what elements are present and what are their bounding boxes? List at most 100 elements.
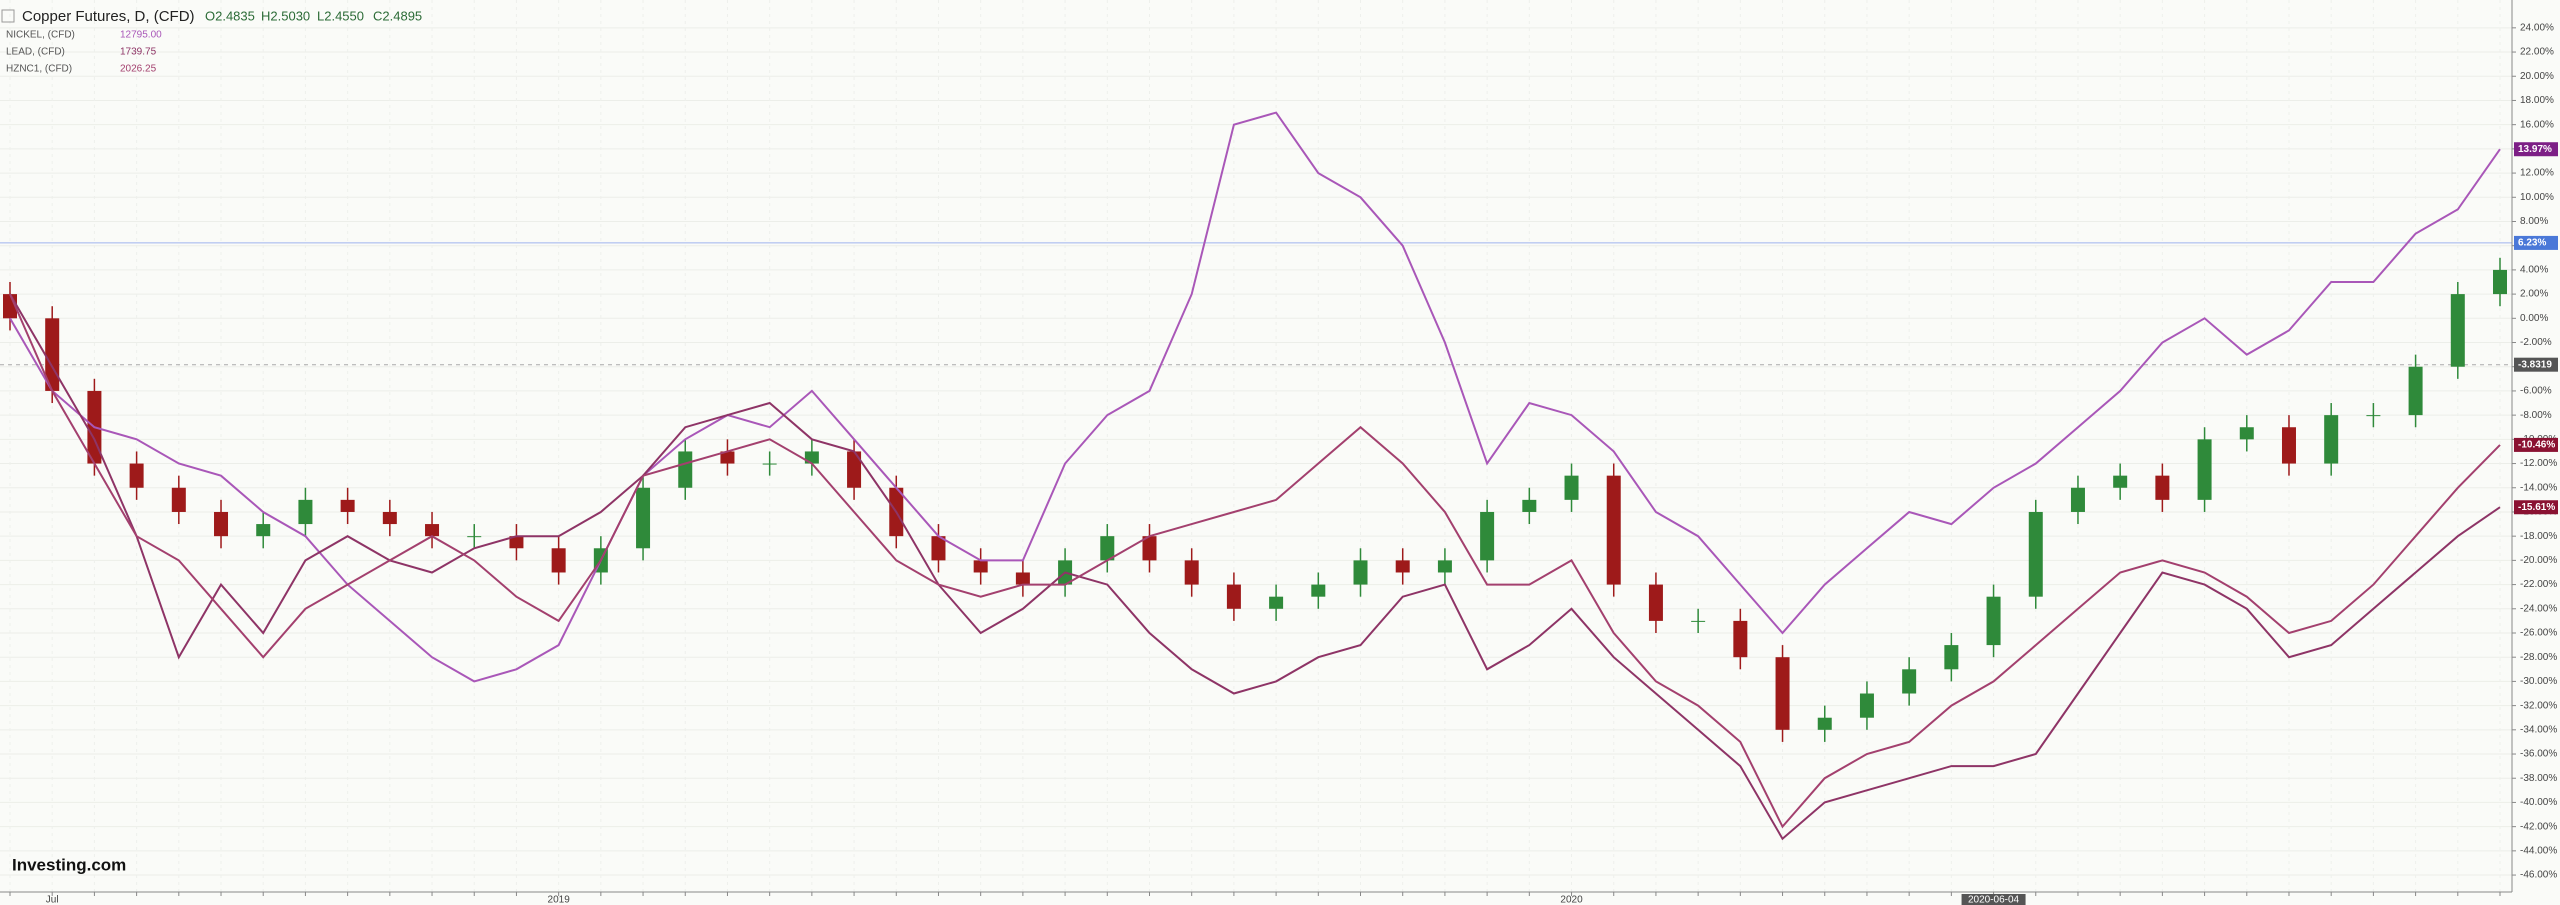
- y-tick-label: -34.00%: [2520, 724, 2557, 735]
- y-tick-label: -46.00%: [2520, 870, 2557, 881]
- candle-body: [1269, 596, 1284, 609]
- candle-body: [2450, 294, 2465, 367]
- y-tick-label: -22.00%: [2520, 579, 2557, 590]
- candle-body: [1775, 657, 1790, 730]
- candle-body: [340, 499, 355, 512]
- y-tick-label: 10.00%: [2520, 192, 2554, 203]
- series-line: [9, 293, 2501, 841]
- quote-value: L2.4550: [317, 8, 364, 23]
- x-tick-label: 2019: [548, 895, 571, 905]
- legend-label: LEAD, (CFD): [6, 47, 65, 58]
- y-tick-label: -42.00%: [2520, 821, 2557, 832]
- candle-body: [2324, 415, 2339, 464]
- candle-body: [425, 524, 440, 537]
- y-tick-label: -28.00%: [2520, 652, 2557, 663]
- legend-value: 2026.25: [120, 64, 157, 75]
- price-badge: [2514, 500, 2558, 515]
- x-tick-label: 2020: [1560, 895, 1583, 905]
- price-badge: [2514, 437, 2558, 452]
- y-tick-label: -8.00%: [2520, 410, 2552, 421]
- candle-body: [1100, 536, 1115, 561]
- y-tick-label: 12.00%: [2520, 168, 2554, 179]
- candle-body: [2366, 415, 2381, 417]
- candle-body: [551, 548, 566, 573]
- candle-body: [762, 463, 777, 465]
- x-tick-label: Jul: [46, 895, 59, 905]
- y-tick-label: -44.00%: [2520, 845, 2557, 856]
- legend-label: HZNC1, (CFD): [6, 64, 72, 75]
- candle-body: [1437, 560, 1452, 573]
- collapse-icon[interactable]: [1, 9, 15, 23]
- candle-body: [1691, 620, 1706, 622]
- y-tick-label: 0.00%: [2520, 313, 2548, 324]
- legend-label: NICKEL, (CFD): [6, 30, 75, 41]
- y-tick-label: -38.00%: [2520, 773, 2557, 784]
- candle-body: [2070, 487, 2085, 512]
- y-tick-label: 18.00%: [2520, 95, 2554, 106]
- price-badge-label: 6.23%: [2518, 238, 2546, 249]
- candle-body: [2281, 427, 2296, 464]
- y-tick-label: 20.00%: [2520, 71, 2554, 82]
- price-badge-label: -10.46%: [2518, 440, 2555, 451]
- candle-body: [1142, 536, 1157, 561]
- y-tick-label: 4.00%: [2520, 265, 2548, 276]
- price-badge-label: -15.61%: [2518, 502, 2555, 513]
- candle-body: [1226, 584, 1241, 609]
- candle-body: [509, 536, 524, 549]
- y-tick-label: -18.00%: [2520, 531, 2557, 542]
- y-tick-label: -26.00%: [2520, 628, 2557, 639]
- candle-body: [931, 536, 946, 561]
- candle-body: [1986, 596, 2001, 646]
- legend-value: 1739.75: [120, 47, 157, 58]
- y-tick-label: -20.00%: [2520, 555, 2557, 566]
- x-tick-label: 2020-06-04: [1968, 895, 2020, 905]
- candle-body: [1480, 511, 1495, 561]
- candle-body: [1522, 499, 1537, 512]
- plot: [3, 111, 2507, 841]
- quote-value: O2.4835: [205, 8, 255, 23]
- candle-body: [2028, 511, 2043, 597]
- y-tick-label: 24.00%: [2520, 22, 2554, 33]
- candle-body: [636, 487, 651, 549]
- y-tick-label: -36.00%: [2520, 749, 2557, 760]
- y-tick-label: 8.00%: [2520, 216, 2548, 227]
- legend-value: 12795.00: [120, 30, 162, 41]
- candle-body: [1606, 475, 1621, 585]
- candle-body: [847, 451, 862, 488]
- quote-value: H2.5030: [261, 8, 310, 23]
- y-tick-label: -40.00%: [2520, 797, 2557, 808]
- candle-body: [1902, 669, 1917, 694]
- series-line: [9, 111, 2501, 683]
- price-badge: [2514, 142, 2558, 157]
- candle-body: [2408, 366, 2423, 416]
- price-badge-label: -3.8319: [2518, 359, 2552, 370]
- series-line: [9, 293, 2501, 829]
- candle-body: [1311, 584, 1326, 597]
- y-tick-label: -2.00%: [2520, 337, 2552, 348]
- y-tick-label: -24.00%: [2520, 603, 2557, 614]
- price-badge-label: 13.97%: [2518, 144, 2552, 155]
- candle-body: [2493, 269, 2507, 295]
- candle-body: [2239, 427, 2254, 440]
- price-badge: [2514, 357, 2558, 372]
- candle-body: [1817, 717, 1832, 730]
- y-tick-label: 2.00%: [2520, 289, 2548, 300]
- logo: Investing.com: [12, 855, 126, 874]
- candle-body: [129, 463, 144, 488]
- candle-body: [1395, 560, 1410, 573]
- candle-body: [1944, 645, 1959, 670]
- candle-body: [2113, 475, 2128, 488]
- crosshair-date-box: [1961, 894, 2026, 905]
- y-tick-label: 22.00%: [2520, 47, 2554, 58]
- candle-body: [720, 451, 735, 464]
- y-tick-label: -12.00%: [2520, 458, 2557, 469]
- candle-body: [298, 499, 313, 525]
- candle-body: [2197, 439, 2212, 500]
- candle-body: [467, 536, 482, 538]
- y-tick-label: -30.00%: [2520, 676, 2557, 687]
- candle-body: [1648, 584, 1663, 621]
- price-badge: [2514, 235, 2558, 250]
- candle-body: [1353, 560, 1368, 585]
- y-tick-label: -32.00%: [2520, 700, 2557, 711]
